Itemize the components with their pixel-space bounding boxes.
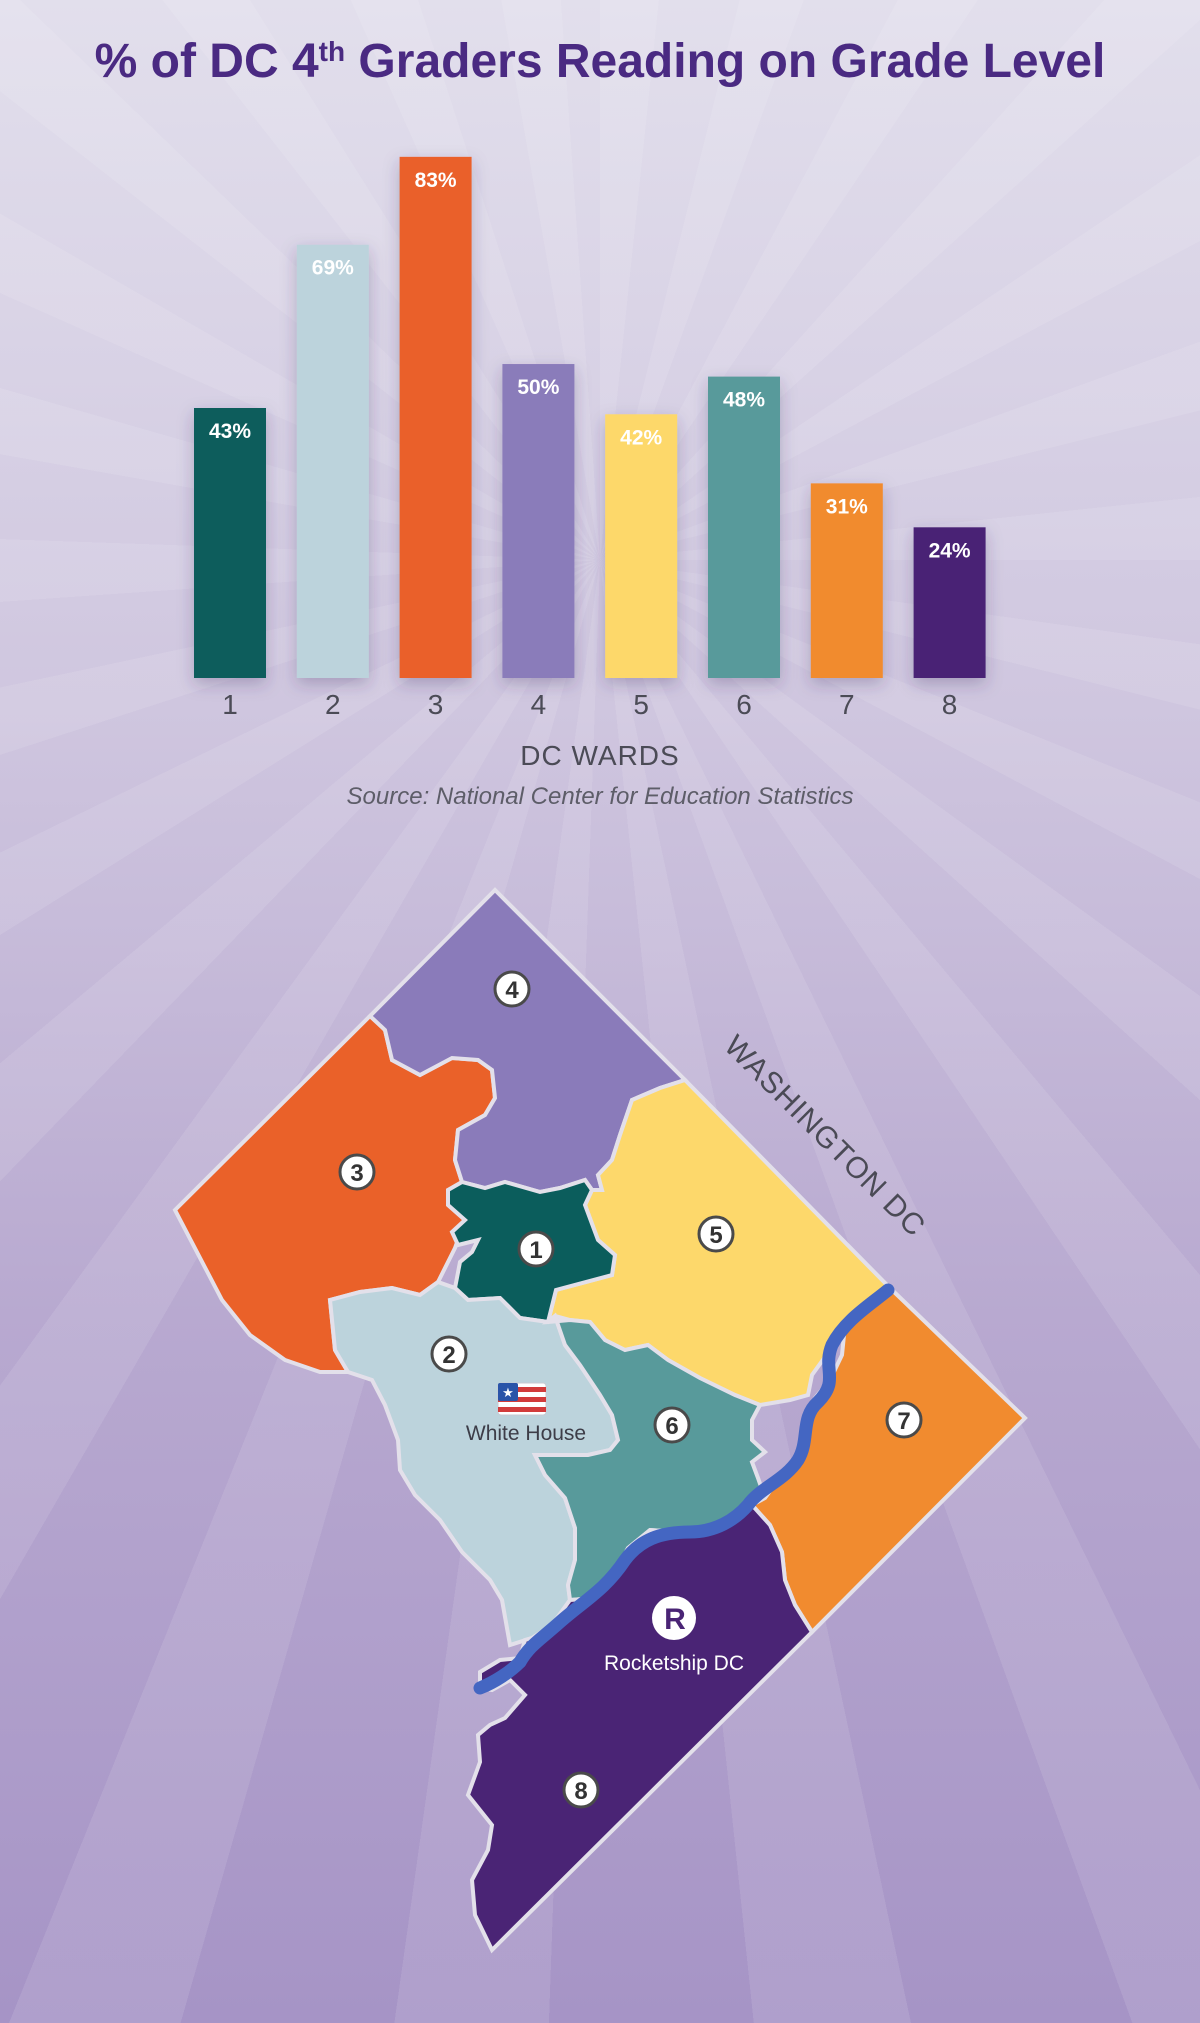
bar-ward-7 bbox=[810, 483, 883, 678]
x-tick-label-3: 3 bbox=[428, 689, 444, 720]
x-tick-label-7: 7 bbox=[839, 689, 855, 720]
bar-ward-5 bbox=[605, 414, 678, 678]
ward-number-5: 5 bbox=[709, 1222, 722, 1249]
svg-text:★: ★ bbox=[502, 1385, 514, 1400]
bar-ward-4 bbox=[502, 364, 575, 678]
white-house-label: White House bbox=[466, 1422, 586, 1445]
ward-number-4: 4 bbox=[505, 977, 519, 1004]
rocketship-label: Rocketship DC bbox=[604, 1652, 744, 1675]
title-main: % of DC 4 bbox=[94, 35, 319, 88]
data-label-ward-6: 48% bbox=[723, 389, 765, 412]
bar-ward-6 bbox=[708, 376, 780, 678]
bar-chart: 43% 1 69% 2 83% 3 50% 4 42% 5 48% 6 31% 7 24% 8 bbox=[194, 156, 986, 720]
data-label-ward-1: 43% bbox=[209, 420, 251, 443]
x-tick-label-2: 2 bbox=[325, 689, 341, 720]
ward-number-2: 2 bbox=[442, 1342, 455, 1369]
ward-badge-8: 8 bbox=[562, 1771, 600, 1809]
x-tick-label-1: 1 bbox=[222, 689, 238, 720]
ward-number-3: 3 bbox=[350, 1160, 363, 1187]
rocketship-logo-letter: R bbox=[664, 1603, 686, 1636]
data-label-ward-7: 31% bbox=[826, 495, 868, 518]
data-label-ward-8: 24% bbox=[929, 539, 971, 562]
x-tick-label-5: 5 bbox=[633, 689, 649, 720]
ward-badge-1: 1 bbox=[517, 1230, 555, 1268]
ward-number-6: 6 bbox=[665, 1413, 678, 1440]
source-note: Source: National Center for Education St… bbox=[346, 783, 854, 810]
data-label-ward-4: 50% bbox=[517, 376, 559, 399]
ward-badge-6: 6 bbox=[653, 1406, 691, 1444]
ward-badge-5: 5 bbox=[697, 1215, 735, 1253]
page-title: % of DC 4th Graders Reading on Grade Lev… bbox=[0, 34, 1200, 89]
bar-series: 43% 1 69% 2 83% 3 50% 4 42% 5 48% 6 31% 7 24% 8 bbox=[194, 156, 986, 720]
bar-ward-1 bbox=[194, 408, 266, 678]
x-tick-label-6: 6 bbox=[736, 689, 752, 720]
ward-number-7: 7 bbox=[897, 1408, 910, 1435]
data-label-ward-3: 83% bbox=[415, 169, 457, 192]
title-superscript: th bbox=[318, 36, 346, 67]
us-flag-icon: ★ bbox=[497, 1382, 547, 1416]
potomac-river bbox=[473, 1655, 527, 1695]
dc-wards-map: 4 3 1 5 2 6 7 8 ★ White House R Rocketsh… bbox=[172, 887, 1028, 1954]
ward-badge-7: 7 bbox=[885, 1401, 923, 1439]
anacostia-river bbox=[513, 1283, 895, 1669]
ward-badge-4: 4 bbox=[493, 970, 531, 1008]
ward-badge-3: 3 bbox=[338, 1153, 376, 1191]
ward-number-1: 1 bbox=[529, 1237, 542, 1264]
bar-ward-2 bbox=[296, 244, 369, 678]
ward-badge-2: 2 bbox=[430, 1335, 468, 1373]
x-axis-title: DC WARDS bbox=[520, 740, 680, 771]
bar-ward-3 bbox=[399, 156, 472, 678]
title-rest: Graders Reading on Grade Level bbox=[345, 35, 1106, 88]
rocketship-logo-icon: R bbox=[652, 1596, 696, 1640]
x-tick-label-4: 4 bbox=[531, 689, 547, 720]
data-label-ward-5: 42% bbox=[620, 426, 662, 449]
x-tick-label-8: 8 bbox=[942, 689, 958, 720]
data-label-ward-2: 69% bbox=[312, 257, 354, 280]
ward-number-8: 8 bbox=[574, 1778, 587, 1805]
bar-ward-8 bbox=[913, 527, 986, 678]
